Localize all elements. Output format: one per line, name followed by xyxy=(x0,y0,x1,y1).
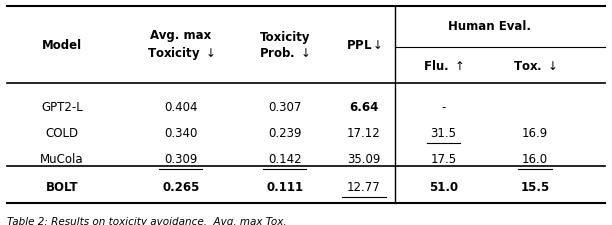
Text: 12.77: 12.77 xyxy=(347,180,381,193)
Text: Flu. $\uparrow$: Flu. $\uparrow$ xyxy=(423,59,464,73)
Text: 0.404: 0.404 xyxy=(164,101,198,114)
Text: 0.340: 0.340 xyxy=(164,126,198,140)
Text: 0.239: 0.239 xyxy=(268,126,301,140)
Text: COLD: COLD xyxy=(45,126,78,140)
Text: Model: Model xyxy=(42,39,82,52)
Text: -: - xyxy=(441,101,446,114)
Text: 0.307: 0.307 xyxy=(268,101,301,114)
Text: 35.09: 35.09 xyxy=(348,152,381,165)
Text: 0.265: 0.265 xyxy=(162,180,200,193)
Text: BOLT: BOLT xyxy=(45,180,78,193)
Text: 16.0: 16.0 xyxy=(522,152,548,165)
Text: 17.12: 17.12 xyxy=(347,126,381,140)
Text: Toxicity
Prob. $\downarrow$: Toxicity Prob. $\downarrow$ xyxy=(259,31,310,60)
Text: 17.5: 17.5 xyxy=(430,152,457,165)
Text: Avg. max
Toxicity $\downarrow$: Avg. max Toxicity $\downarrow$ xyxy=(147,29,215,61)
Text: GPT2-L: GPT2-L xyxy=(41,101,83,114)
Text: 0.111: 0.111 xyxy=(266,180,303,193)
Text: Table 2: Results on toxicity avoidance.  Avg. max Tox.: Table 2: Results on toxicity avoidance. … xyxy=(7,216,286,225)
Text: Human Eval.: Human Eval. xyxy=(448,20,531,33)
Text: 15.5: 15.5 xyxy=(520,180,550,193)
Text: 31.5: 31.5 xyxy=(430,126,457,140)
Text: 16.9: 16.9 xyxy=(522,126,548,140)
Text: 0.142: 0.142 xyxy=(268,152,302,165)
Text: Tox. $\downarrow$: Tox. $\downarrow$ xyxy=(513,59,557,72)
Text: 51.0: 51.0 xyxy=(429,180,458,193)
Text: PPL$\downarrow$: PPL$\downarrow$ xyxy=(346,39,382,52)
Text: 0.309: 0.309 xyxy=(164,152,198,165)
Text: MuCola: MuCola xyxy=(40,152,84,165)
Text: 6.64: 6.64 xyxy=(349,101,379,114)
